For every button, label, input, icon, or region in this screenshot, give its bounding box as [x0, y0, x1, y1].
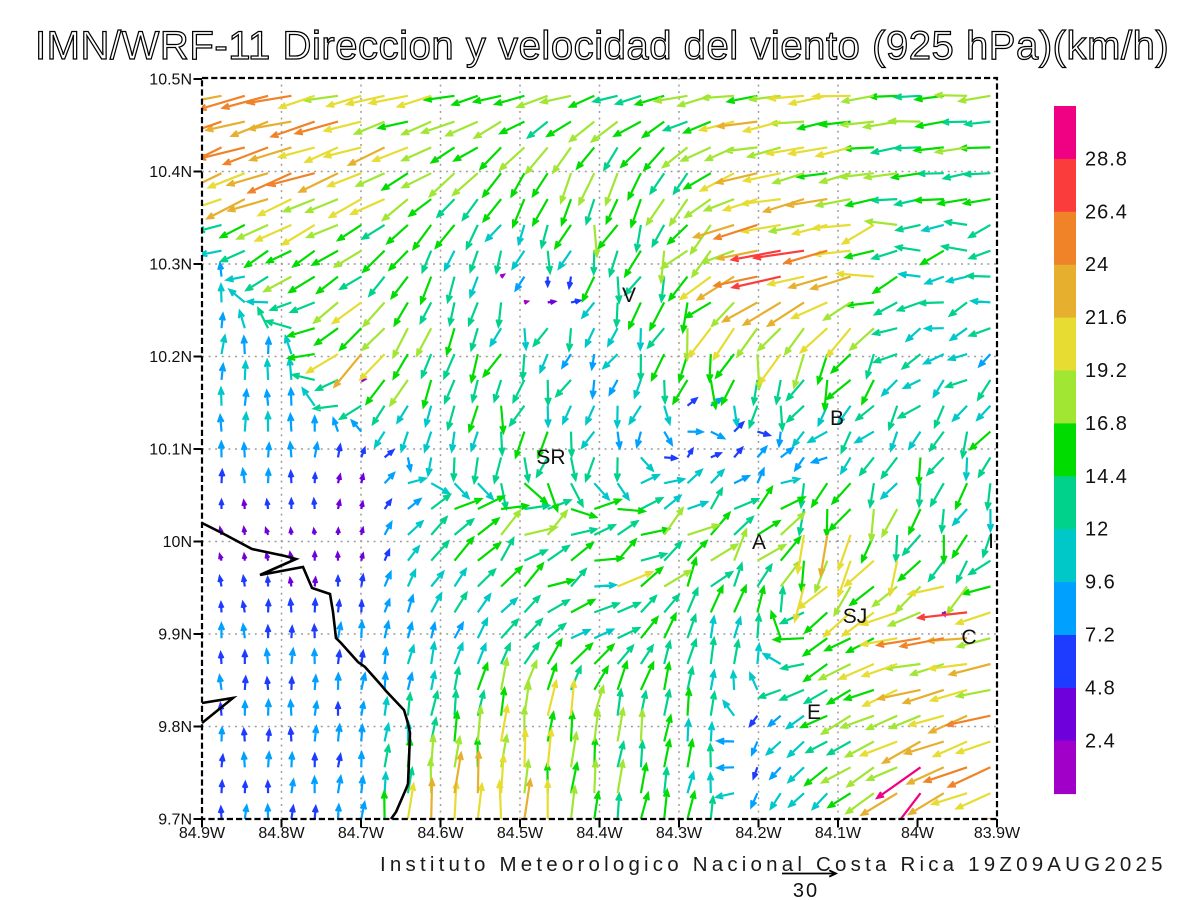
svg-text:9.8N: 9.8N [158, 719, 192, 736]
svg-text:84.6W: 84.6W [417, 825, 464, 842]
svg-text:84.4W: 84.4W [576, 825, 623, 842]
svg-text:10.2N: 10.2N [149, 349, 192, 366]
svg-text:9.9N: 9.9N [158, 627, 192, 644]
svg-text:10.3N: 10.3N [149, 257, 192, 274]
svg-text:9.7N: 9.7N [158, 812, 192, 829]
svg-text:19.2: 19.2 [1085, 360, 1128, 382]
svg-text:21.6: 21.6 [1085, 307, 1128, 329]
svg-text:A: A [752, 531, 766, 554]
svg-text:84.9W: 84.9W [179, 825, 226, 842]
svg-text:84.3W: 84.3W [656, 825, 703, 842]
svg-text:28.8: 28.8 [1085, 148, 1128, 170]
svg-text:9.6: 9.6 [1085, 572, 1116, 594]
svg-text:2.4: 2.4 [1085, 730, 1116, 752]
svg-text:84.5W: 84.5W [497, 825, 544, 842]
svg-text:SJ: SJ [843, 605, 868, 628]
svg-text:10.4N: 10.4N [149, 164, 192, 181]
svg-text:B: B [830, 407, 844, 430]
svg-text:84.7W: 84.7W [338, 825, 385, 842]
svg-text:7.2: 7.2 [1085, 625, 1116, 647]
svg-text:30: 30 [793, 880, 819, 900]
svg-text:84.8W: 84.8W [258, 825, 305, 842]
svg-text:84W: 84W [901, 825, 935, 842]
svg-text:26.4: 26.4 [1085, 201, 1128, 223]
svg-text:C: C [961, 626, 976, 649]
svg-text:I: I [988, 530, 994, 553]
svg-text:V: V [622, 284, 636, 307]
svg-text:84.1W: 84.1W [815, 825, 862, 842]
svg-text:10.5N: 10.5N [149, 72, 192, 89]
svg-text:16.8: 16.8 [1085, 413, 1128, 435]
svg-text:10.1N: 10.1N [149, 442, 192, 459]
svg-text:4.8: 4.8 [1085, 677, 1116, 699]
svg-text:24: 24 [1085, 254, 1109, 276]
svg-text:E: E [807, 701, 821, 724]
svg-text:84.2W: 84.2W [735, 825, 782, 842]
svg-text:14.4: 14.4 [1085, 466, 1128, 488]
svg-text:SR: SR [536, 446, 565, 469]
svg-text:12: 12 [1085, 519, 1109, 541]
svg-text:10N: 10N [163, 534, 192, 551]
svg-text:83.9W: 83.9W [974, 825, 1021, 842]
